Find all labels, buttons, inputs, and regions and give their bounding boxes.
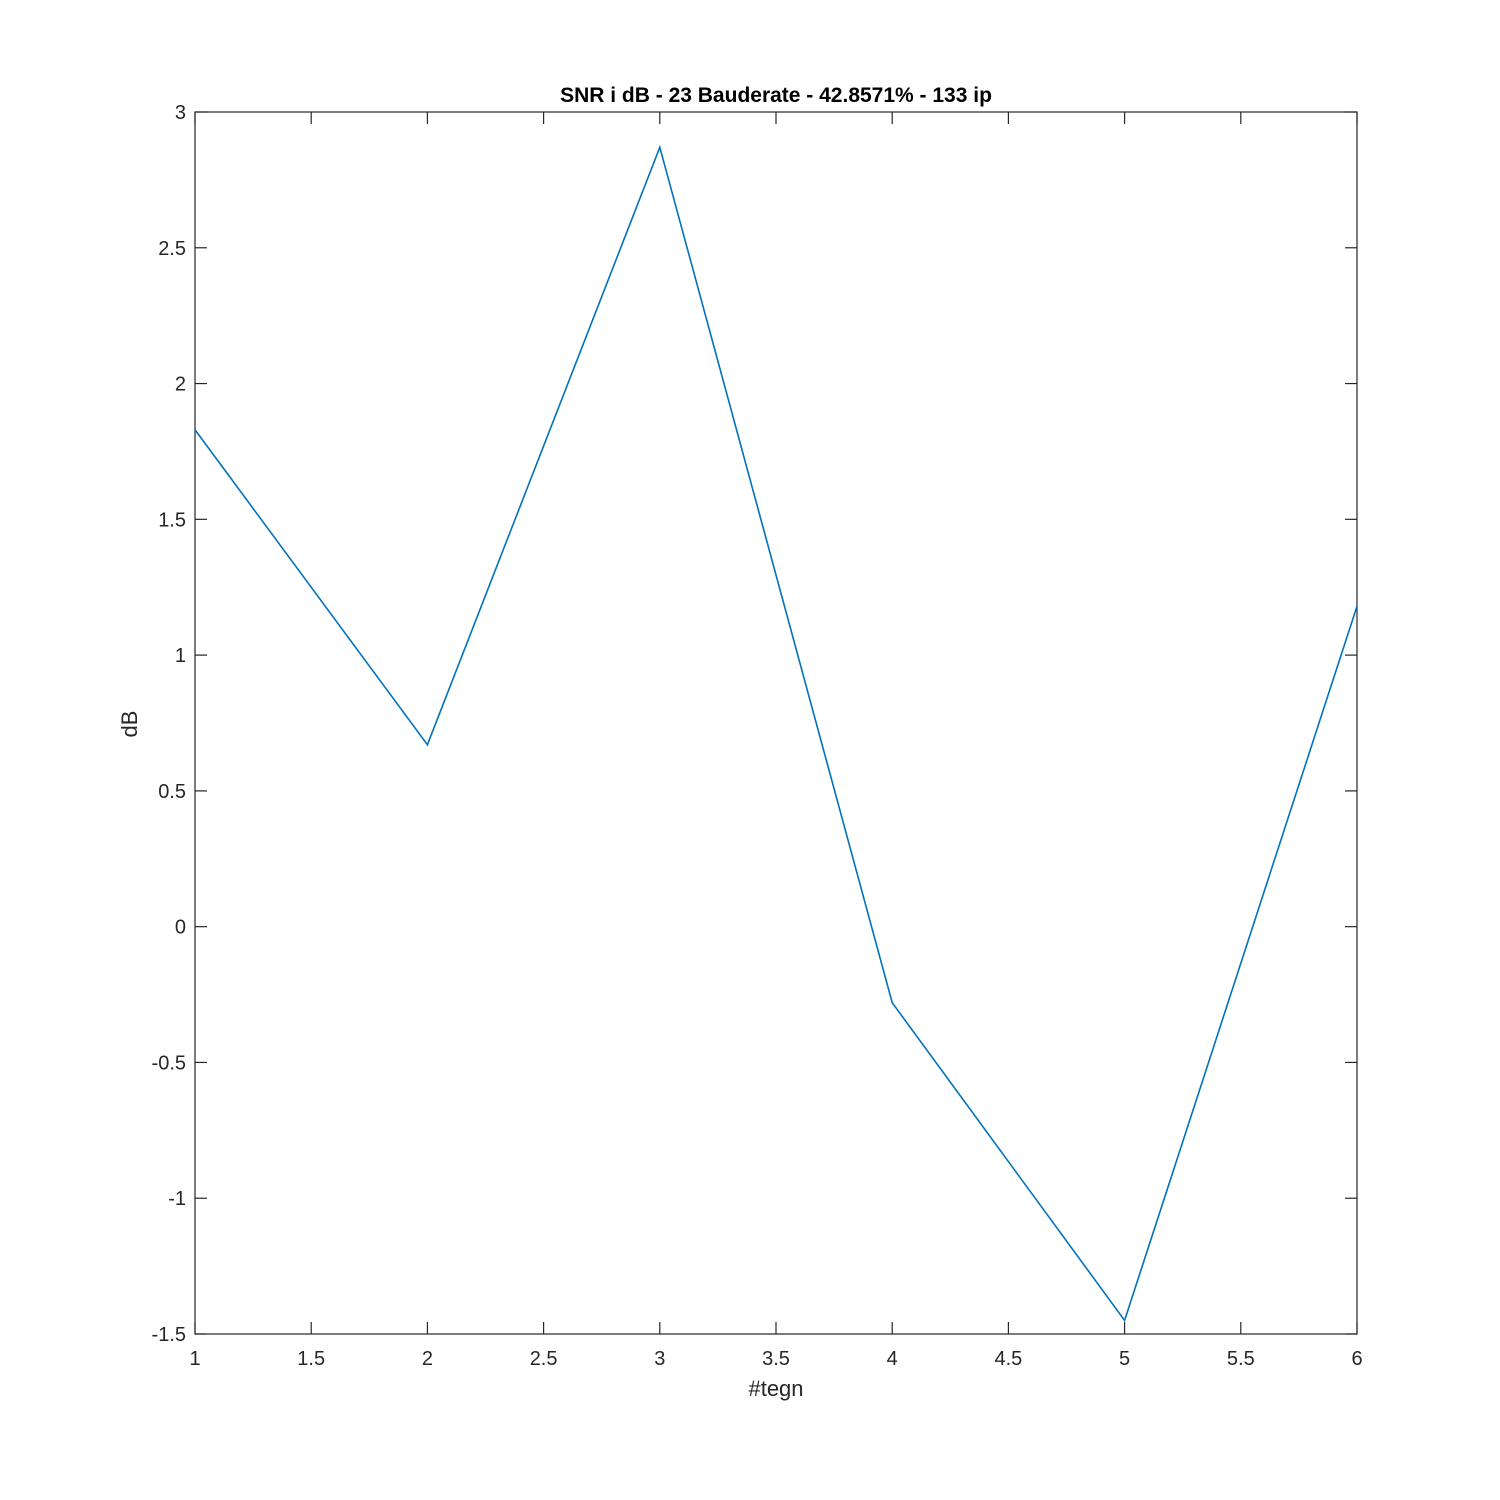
- x-tick-label: 1: [189, 1348, 200, 1370]
- series-line: [194, 144, 1358, 1323]
- data-point: [659, 146, 661, 149]
- y-tick-label: 2.5: [158, 238, 186, 260]
- x-tick-label: 3: [654, 1348, 665, 1370]
- x-tick-label: 1.5: [297, 1348, 325, 1370]
- y-tick-label: 3: [175, 102, 186, 124]
- y-axis-label: dB: [117, 711, 142, 738]
- data-point: [891, 1001, 893, 1004]
- y-tick-label: 1.5: [158, 509, 186, 531]
- y-tick-label: 2: [175, 374, 186, 396]
- axes-box: [194, 111, 1358, 1335]
- data-point: [1356, 605, 1358, 608]
- data-point: [194, 428, 196, 431]
- x-axis-label: #tegn: [748, 1376, 803, 1401]
- x-tick-label: 4: [887, 1348, 898, 1370]
- y-tick-label: -1.5: [152, 1324, 186, 1346]
- chart-title: SNR i dB - 23 Bauderate - 42.8571% - 133…: [560, 84, 992, 107]
- axis-ticks: 1 1.5 2 2.5 3 3.5 4 4.5 5 5.5 6 -1.5 -1 -0.5 0 0.5 1 1.5 2…: [152, 102, 1363, 1370]
- x-tick-label: 5.5: [1227, 1348, 1255, 1370]
- y-tick-label: 0: [175, 917, 186, 939]
- x-tick-label: 6: [1351, 1348, 1362, 1370]
- x-tick-label: 3.5: [762, 1348, 790, 1370]
- data-point: [1123, 1319, 1126, 1322]
- y-tick-label: 1: [175, 645, 186, 667]
- x-tick-label: 4.5: [994, 1348, 1022, 1370]
- y-tick-label: -1: [168, 1188, 186, 1210]
- x-tick-label: 2: [422, 1348, 433, 1370]
- y-tick-label: -0.5: [152, 1052, 186, 1074]
- data-point: [426, 743, 429, 746]
- x-tick-label: 5: [1119, 1348, 1130, 1370]
- x-tick-label: 2.5: [530, 1348, 558, 1370]
- plot-area: [194, 111, 1358, 1335]
- y-tick-label: 0.5: [158, 781, 186, 803]
